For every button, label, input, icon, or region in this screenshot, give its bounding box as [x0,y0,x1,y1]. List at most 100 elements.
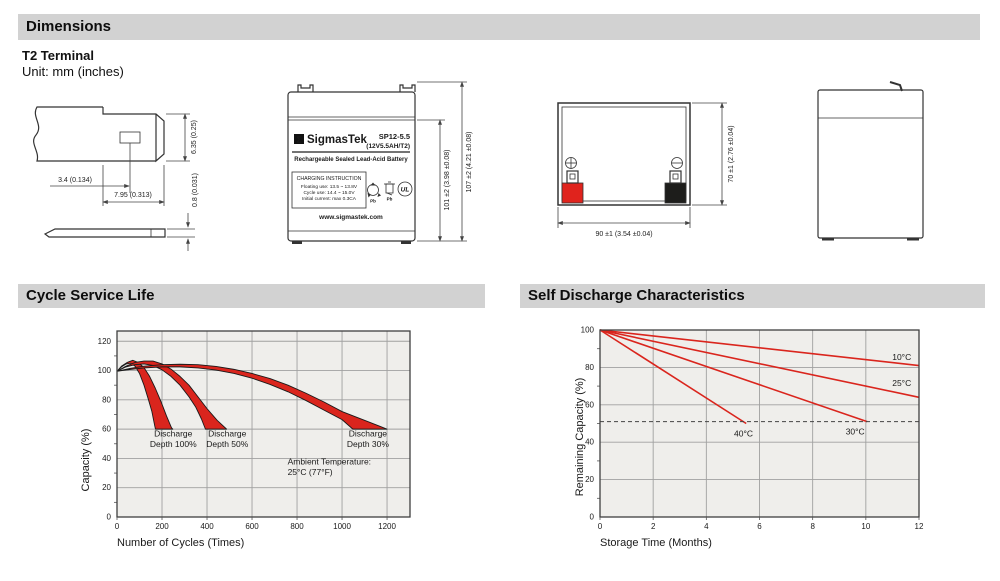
battery-foot [907,238,919,241]
brand-logo-box [294,134,304,144]
model-spec: (12V5.5AH/T2) [366,143,410,150]
chart-annotation: Discharge [154,428,193,438]
temperature-line [599,329,920,399]
x-tick-label: 6 [757,522,762,531]
y-tick-label: 120 [98,337,112,346]
charging-line-1: Floating use: 13.5 ~ 13.8V [301,184,358,190]
dim-label-0-8: 0.8 (0.031) [192,173,199,207]
dim-label-70: 70 ±1 (2.76 ±0.04) [728,125,735,182]
svg-text:UL: UL [401,187,410,194]
terminal-tab-right [399,84,416,92]
unit-note: Unit: mm (inches) [22,64,124,79]
dim-label-107: 107 ±2 (4.21 ±0.08) [466,131,473,192]
battery-top-view-drawing: 90 ±1 (3.54 ±0.04) 70 ±1 (2.76 ±0.04) [557,102,735,238]
x-tick-label: 600 [245,522,259,531]
dim-label-101: 101 ±2 (3.98 ±0.08) [444,149,451,210]
y-tick-label: 60 [102,425,111,434]
section-title-dimensions: Dimensions [26,18,112,35]
dim-label-7-95: 7.95 (0.313) [114,192,152,199]
chart-annotation: Depth 100% [150,439,197,449]
y-tick-label: 40 [585,438,594,447]
y-axis-title: Remaining Capacity (%) [574,378,586,497]
x-tick-label: 400 [200,522,214,531]
negative-terminal-icon [671,157,683,169]
y-tick-label: 40 [102,454,111,463]
case-outer [557,102,691,206]
chart-annotation: 30°C [846,427,865,437]
y-tick-label: 100 [98,366,112,375]
x-tick-label: 4 [704,522,709,531]
y-axis-title: Capacity (%) [80,429,92,492]
chart-annotation: 25°C [892,378,911,388]
terminal-outline-tab [102,107,165,163]
case-inner [561,106,687,202]
x-tick-label: 800 [290,522,304,531]
terminal-tab [669,170,682,184]
y-tick-label: 100 [581,326,595,335]
terminal-tab-hole [672,173,679,180]
ul-mark-icon: UL [397,181,413,197]
charging-line-3: Initial current: max 0.3CA [302,196,357,202]
svg-text:Pb: Pb [387,197,393,202]
discharge-band [116,363,388,430]
section-title-self-discharge: Self Discharge Characteristics [528,287,745,304]
chart-annotation: Ambient Temperature: [288,456,371,466]
y-tick-label: 60 [585,400,594,409]
terminal-tab [566,170,579,184]
x-axis-title: Storage Time (Months) [600,537,712,549]
chart-annotation: Depth 30% [347,439,389,449]
x-tick-label: 1200 [378,522,396,531]
x-axis-title: Number of Cycles (Times) [117,537,244,549]
trash-pb-icon: Pb [384,181,395,202]
cycle-service-life-chart: 0 200 400 600 800 1000 1200 0 20 40 60 80 100 120 Disc… [80,330,411,549]
case-outline [817,89,924,239]
x-tick-label: 1000 [333,522,351,531]
plot-border [116,330,411,518]
chart-annotation: 25°C (77°F) [288,467,333,477]
y-tick-label: 20 [585,475,594,484]
dim-label-6-35: 6.35 (0.25) [191,120,198,154]
battery-foot [292,241,302,244]
temperature-line [599,329,747,425]
terminal-hole [119,131,141,144]
chart-annotation: Depth 50% [206,439,248,449]
terminal-type-title: T2 Terminal [22,48,95,63]
battery-side-view-drawing [817,81,924,241]
dim-label-3-4: 3.4 (0.134) [58,177,92,184]
y-tick-label: 0 [590,513,595,522]
terminal-plate-side [43,228,166,238]
section-header-dimensions: Dimensions [18,14,980,40]
battery-subtitle: Rechargeable Sealed Lead-Acid Battery [294,157,408,163]
battery-foot [401,241,411,244]
x-tick-label: 10 [861,522,870,531]
terminal-tab-left [297,84,314,92]
temperature-line [599,329,920,367]
x-tick-label: 8 [810,522,815,531]
section-header-cycle-life: Cycle Service Life [18,284,485,308]
x-tick-label: 2 [651,522,656,531]
dim-label-90: 90 ±1 (3.54 ±0.04) [595,231,652,238]
charging-title: CHARGING INSTRUCTION [297,176,362,182]
x-tick-label: 12 [915,522,924,531]
battery-foot [822,238,834,241]
charging-line-2: Cycle use: 14.4 ~ 15.0V [303,190,355,196]
battery-case-outline [287,91,416,242]
x-tick-label: 0 [598,522,603,531]
section-title-cycle-life: Cycle Service Life [26,287,155,304]
brand-website: www.sigmastek.com [318,214,383,221]
chart-annotation: 40°C [734,429,753,439]
y-tick-label: 20 [102,483,111,492]
negative-terminal-pad [664,182,687,204]
self-discharge-chart: 0 2 4 6 8 10 12 0 20 40 60 80 100 10°C 25°C 40°C 30°C Sto… [574,326,924,550]
chart-annotation: Discharge [208,428,247,438]
y-tick-label: 0 [107,513,112,522]
chart-annotation: Discharge [349,428,388,438]
recycle-pb-icon: Pb [367,182,381,204]
terminal-profile-drawing: 3.4 (0.134) 7.95 (0.313) 6.35 (0.25) 0.8… [33,106,199,251]
chart-annotation: 10°C [892,352,911,362]
svg-text:Pb: Pb [370,199,376,204]
brand-name: SigmasTek [307,134,367,146]
battery-front-view-drawing: Σ SigmasTek SP12-5.5 (12V5.5AH/T2) Recha… [287,81,473,244]
positive-terminal-pad [561,182,584,204]
terminal-wire [889,81,903,92]
